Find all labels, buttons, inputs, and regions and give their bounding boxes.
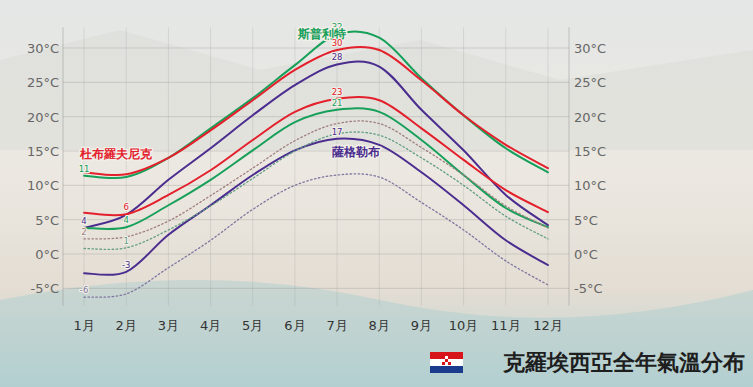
series-line: [84, 108, 548, 229]
data-label: 6: [124, 202, 129, 212]
y-tick-label: 0°C: [35, 247, 59, 262]
data-label: -6: [80, 285, 88, 295]
x-grid-line: [463, 27, 464, 305]
x-tick-label: 12月: [533, 318, 563, 333]
y-tick-label-right: 30°C: [574, 41, 606, 56]
background-hills: [0, 30, 753, 150]
x-grid-line: [379, 27, 380, 305]
series-line: [84, 132, 548, 249]
series-line: [84, 62, 548, 228]
y-axis-line-right: [569, 27, 570, 305]
x-grid-line: [252, 27, 253, 305]
grid: [63, 27, 569, 305]
x-tick-label: 9月: [411, 318, 432, 333]
x-grid-line: [337, 27, 338, 305]
data-label: 17: [332, 127, 343, 137]
y-tick-label-right: 0°C: [574, 247, 598, 262]
y-tick-label: -5°C: [30, 281, 59, 296]
x-tick-label: 11月: [491, 318, 521, 333]
y-tick-label-right: 15°C: [574, 144, 606, 159]
x-tick-label: 3月: [158, 318, 179, 333]
data-label: 1: [124, 236, 129, 246]
x-grid-line: [210, 27, 211, 305]
series-line: [84, 47, 548, 175]
series-name-label: 薩格勒布: [331, 145, 380, 159]
y-tick-label: 10°C: [27, 178, 59, 193]
x-grid-line: [505, 27, 506, 305]
x-tick-label: 1月: [73, 318, 94, 333]
flag: [430, 352, 463, 373]
y-tick-label-right: 10°C: [574, 178, 606, 193]
data-label: 28: [332, 52, 343, 62]
series-name-label: 杜布羅夫尼克: [79, 147, 153, 161]
x-tick-label: 6月: [284, 318, 305, 333]
title: 克羅埃西亞全年氣溫分布: [502, 349, 745, 375]
y-tick-label-right: 25°C: [574, 75, 606, 90]
x-tick-label: 5月: [242, 318, 263, 333]
chart: -5°C -5°C 0°C 0°C 5°C 5°C 10°C 10°C 15°C 15°C 20°C…: [0, 0, 753, 387]
x-tick-label: 2月: [116, 318, 137, 333]
y-tick-label-right: -5°C: [574, 281, 603, 296]
y-tick-label: 15°C: [27, 144, 59, 159]
data-label: 4: [81, 216, 86, 226]
x-tick-label: 7月: [326, 318, 347, 333]
data-label: 30: [332, 38, 343, 48]
data-label: 21: [332, 98, 343, 108]
x-tick-label: 4月: [200, 318, 221, 333]
data-label: 4: [124, 215, 129, 225]
labels: 1132斯普利特30杜布羅夫尼克428薩格勒布623421-31721-6: [79, 22, 380, 295]
y-tick-label: 25°C: [27, 75, 59, 90]
y-tick-label: 30°C: [27, 41, 59, 56]
x-grid-line: [421, 27, 422, 305]
y-axis-line: [63, 27, 64, 305]
background: [0, 0, 753, 387]
y-grid-line: [63, 254, 569, 255]
x-tick-label: 8月: [369, 318, 390, 333]
y-grid-line: [63, 219, 569, 220]
series-line: [84, 174, 548, 297]
data-label: 23: [332, 87, 343, 97]
y-grid-line: [63, 185, 569, 186]
y-tick-label: 20°C: [27, 110, 59, 125]
data-label: 11: [79, 164, 90, 174]
plot-area: [84, 31, 548, 297]
data-label: -3: [122, 260, 130, 270]
series-line: [84, 138, 548, 275]
series-line: [84, 121, 548, 239]
y-tick-label-right: 20°C: [574, 110, 606, 125]
y-tick-label-right: 5°C: [574, 213, 598, 228]
x-tick-label: 10月: [449, 318, 479, 333]
series-line: [84, 31, 548, 178]
y-grid-line: [63, 116, 569, 117]
y-tick-label: 5°C: [35, 213, 59, 228]
x-grid-line: [168, 27, 169, 305]
y-grid-line: [63, 82, 569, 83]
data-label: 2: [81, 227, 86, 237]
